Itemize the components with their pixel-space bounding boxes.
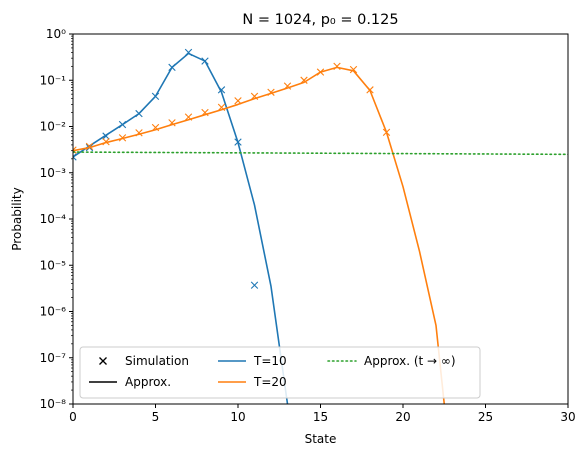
- simulation-point: [267, 88, 275, 96]
- y-tick-label: 10⁻⁶: [40, 305, 67, 319]
- legend-label: T=20: [253, 375, 287, 389]
- simulation-point: [382, 128, 391, 136]
- simulation-point: [168, 63, 176, 72]
- simulation-point: [118, 120, 127, 129]
- simulation-point: [184, 113, 193, 121]
- simulation-point: [250, 281, 259, 289]
- simulation-point: [217, 86, 226, 94]
- simulation-point: [73, 153, 77, 161]
- legend-item: Approx.: [89, 375, 171, 389]
- x-tick-label: 15: [313, 410, 328, 424]
- simulation-point: [333, 62, 341, 71]
- series-line-approx-t-: [73, 151, 568, 156]
- simulation-point: [151, 123, 160, 132]
- y-tick-label: 10⁻⁸: [40, 397, 67, 411]
- simulation-point: [300, 76, 308, 84]
- legend: Simulation Approx. T=10 T=20 Approx. (t → ∞): [79, 346, 481, 399]
- chart-title: N = 1024, p₀ = 0.125: [242, 12, 398, 28]
- simulation-point: [102, 137, 110, 146]
- x-axis-label: State: [305, 432, 337, 446]
- x-tick-label: 20: [395, 410, 410, 424]
- simulation-point: [118, 134, 127, 142]
- simulation-point: [201, 108, 209, 117]
- legend-label: Approx.: [125, 375, 171, 389]
- simulation-point: [102, 132, 110, 140]
- legend-item: Approx. (t → ∞): [327, 354, 456, 368]
- simulation-point: [135, 129, 143, 137]
- simulation-point: [234, 138, 242, 146]
- y-tick-label: 10⁻¹: [40, 73, 67, 87]
- simulation-point: [349, 65, 358, 74]
- simulation-point: [316, 68, 325, 76]
- x-tick-label: 25: [478, 410, 493, 424]
- simulation-point: [217, 103, 226, 111]
- x-tick-label: 5: [152, 410, 160, 424]
- simulation-point: [135, 109, 143, 118]
- plot-layer: [73, 48, 568, 404]
- legend-label: Approx. (t → ∞): [364, 354, 456, 368]
- legend-item: T=10: [218, 354, 287, 368]
- x-tick-label: 0: [69, 410, 77, 424]
- y-tick-label: 10⁻³: [40, 166, 67, 180]
- x-tick-label: 10: [230, 410, 245, 424]
- y-tick-label: 10⁻²: [40, 120, 67, 134]
- simulation-point: [250, 92, 259, 100]
- y-tick-label: 10⁰: [46, 27, 66, 41]
- legend-item: Simulation: [99, 354, 189, 368]
- y-axis-label: Probability: [10, 187, 24, 250]
- simulation-point: [168, 119, 176, 127]
- simulation-point: [201, 57, 209, 65]
- legend-box: [79, 346, 481, 399]
- y-tick-label: 10⁻⁷: [40, 351, 67, 365]
- legend-label: Simulation: [125, 354, 189, 368]
- simulation-point: [85, 142, 94, 151]
- y-tick-label: 10⁻⁴: [40, 212, 67, 226]
- x-tick-label: 30: [560, 410, 575, 424]
- y-tick-label: 10⁻⁵: [40, 258, 67, 272]
- simulation-point: [151, 92, 160, 100]
- simulation-point: [366, 86, 374, 94]
- simulation-point: [234, 97, 242, 105]
- legend-label: T=10: [253, 354, 287, 368]
- x-axis: 0 5 10 15 20 25 30: [69, 404, 576, 424]
- y-axis: 10⁻⁸ 10⁻⁷ 10⁻⁶ 10⁻⁵ 10⁻⁴ 10⁻³ 10⁻² 10⁻¹ 10⁰: [40, 27, 73, 411]
- legend-item: T=20: [218, 375, 287, 389]
- simulation-point: [283, 82, 292, 90]
- simulation-point: [184, 48, 193, 57]
